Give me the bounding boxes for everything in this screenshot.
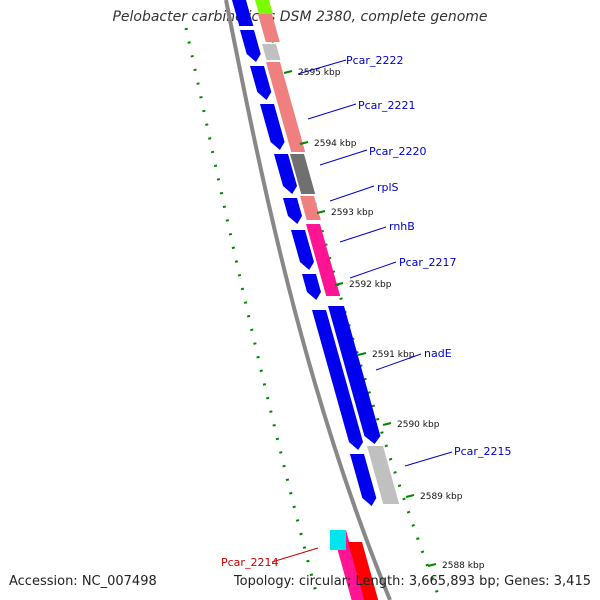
- tick-label: 2590 kbp: [397, 420, 440, 430]
- gray-feature-block[interactable]: [367, 446, 400, 504]
- cds-arrow[interactable]: [274, 154, 297, 194]
- gene-label[interactable]: rnhB: [389, 220, 415, 233]
- gene-label[interactable]: nadE: [424, 347, 452, 360]
- cds-arrow[interactable]: [260, 104, 285, 150]
- label-leader-line: [297, 59, 347, 75]
- tick-mark: [382, 422, 392, 426]
- cds-arrow[interactable]: [291, 230, 314, 270]
- label-leader-line: [349, 261, 397, 279]
- label-leader-line: [319, 149, 368, 166]
- cds-arrow[interactable]: [312, 310, 363, 450]
- cds-arrow[interactable]: [350, 454, 377, 506]
- label-leader-line: [307, 103, 357, 120]
- cyan-feature-block[interactable]: [330, 530, 346, 550]
- gc-skew-inner-dotted-line: [184, 27, 320, 600]
- tick-label: 2591 kbp: [372, 350, 415, 360]
- magenta-feature-block[interactable]: [306, 224, 341, 296]
- cds-arrow[interactable]: [328, 306, 381, 444]
- tick-mark: [427, 563, 437, 567]
- label-leader-line: [339, 226, 387, 243]
- gene-label[interactable]: Pcar_2221: [358, 99, 415, 112]
- map-title: Pelobacter carbinolicus DSM 2380, comple…: [112, 9, 488, 25]
- gene-label[interactable]: rplS: [377, 181, 399, 194]
- label-leader-line: [375, 353, 422, 371]
- gray-feature-block[interactable]: [262, 44, 281, 60]
- tick-mark: [283, 70, 293, 74]
- accession-text: Accession: NC_007498: [9, 574, 157, 589]
- label-leader-line: [271, 547, 319, 563]
- feature-block[interactable]: [258, 14, 280, 42]
- tick-mark: [405, 494, 415, 498]
- feature-block[interactable]: [300, 196, 321, 220]
- green-feature-block[interactable]: [255, 0, 273, 14]
- tick-label: 2594 kbp: [314, 139, 357, 149]
- gene-label[interactable]: Pcar_2220: [369, 145, 426, 158]
- gene-label[interactable]: Pcar_2215: [454, 445, 511, 458]
- genome-summary-text: Topology: circular; Length: 3,665,893 bp…: [233, 574, 591, 589]
- feature-block[interactable]: [266, 62, 306, 152]
- tick-mark: [357, 352, 367, 356]
- cds-arrow[interactable]: [240, 30, 261, 62]
- label-leader-line: [404, 451, 453, 467]
- cds-arrow[interactable]: [232, 0, 254, 26]
- gene-label[interactable]: Pcar_2217: [399, 256, 456, 269]
- tick-label: 2593 kbp: [331, 208, 374, 218]
- tick-label: 2589 kbp: [420, 492, 463, 502]
- tick-mark: [299, 141, 309, 145]
- gc-skew-outer-dotted-line: [260, 0, 442, 600]
- gene-label[interactable]: Pcar_2214: [221, 556, 278, 569]
- label-leader-line: [329, 185, 375, 202]
- tick-label: 2588 kbp: [442, 561, 485, 571]
- dark-gray-feature-block[interactable]: [290, 154, 316, 194]
- tick-label: 2592 kbp: [349, 280, 392, 290]
- cds-arrow[interactable]: [283, 198, 302, 224]
- cds-arrow[interactable]: [302, 274, 321, 300]
- tick-label: 2595 kbp: [298, 68, 341, 78]
- red-feature-block[interactable]: [348, 542, 379, 600]
- tick-mark: [334, 282, 344, 286]
- tick-mark: [316, 210, 326, 214]
- cds-arrow[interactable]: [250, 66, 272, 100]
- gene-label[interactable]: Pcar_2222: [346, 54, 403, 67]
- backbone-ring: [224, 0, 392, 600]
